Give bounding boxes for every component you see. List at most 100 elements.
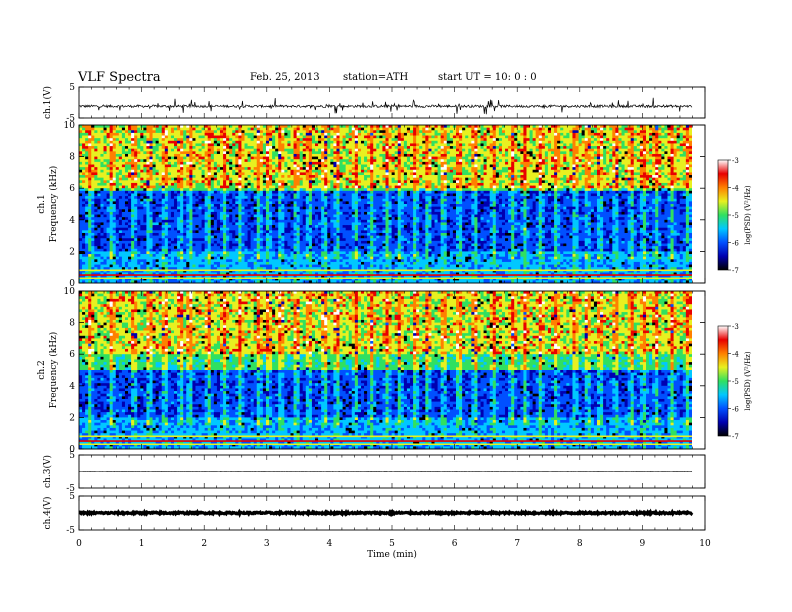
psd-cell [294, 257, 297, 260]
psd-cell [321, 167, 324, 170]
psd-cell [327, 183, 330, 186]
psd-cell [146, 133, 149, 136]
psd-cell [156, 212, 159, 215]
psd-cell [165, 188, 168, 191]
psd-cell [318, 212, 321, 215]
psd-cell [195, 172, 198, 175]
psd-cell [297, 196, 300, 199]
psd-cell [297, 154, 300, 157]
psd-cell [171, 199, 174, 202]
psd-cell [272, 251, 275, 254]
psd-cell [251, 162, 254, 165]
psd-cell [229, 217, 232, 220]
psd-cell [110, 170, 113, 173]
psd-cell [257, 249, 260, 252]
psd-cell [315, 138, 318, 141]
psd-cell [189, 149, 192, 152]
psd-cell [318, 138, 321, 141]
psd-cell [100, 136, 103, 139]
psd-cell [235, 186, 238, 189]
psd-cell [113, 241, 116, 244]
psd-cell [327, 244, 330, 247]
psd-cell [232, 172, 235, 175]
psd-cell [290, 128, 293, 131]
psd-cell [177, 136, 180, 139]
psd-cell [297, 172, 300, 175]
psd-cell [272, 262, 275, 265]
psd-cell [177, 225, 180, 228]
psd-cell [153, 191, 156, 194]
psd-cell [88, 207, 91, 210]
psd-cell [235, 188, 238, 191]
psd-cell [79, 246, 82, 249]
psd-cell [324, 201, 327, 204]
psd-cell [199, 220, 202, 223]
psd-cell [263, 128, 266, 131]
psd-cell [226, 188, 229, 191]
psd-cell [208, 254, 211, 257]
psd-cell [266, 201, 269, 204]
psd-cell [183, 254, 186, 257]
psd-cell [119, 165, 122, 168]
psd-cell [251, 159, 254, 162]
psd-cell [195, 125, 198, 128]
psd-cell [82, 220, 85, 223]
psd-cell [107, 165, 110, 168]
psd-cell [208, 125, 211, 128]
psd-cell [113, 162, 116, 165]
psd-cell [131, 246, 134, 249]
psd-cell [116, 138, 119, 141]
psd-cell [229, 199, 232, 202]
psd-cell [168, 172, 171, 175]
psd-cell [122, 162, 125, 165]
psd-cell [85, 151, 88, 154]
psd-cell [315, 230, 318, 233]
psd-cell [107, 133, 110, 136]
psd-cell [131, 143, 134, 146]
psd-cell [91, 207, 94, 210]
psd-cell [290, 199, 293, 202]
psd-cell [140, 154, 143, 157]
psd-cell [269, 151, 272, 154]
psd-cell [278, 230, 281, 233]
psd-cell [156, 257, 159, 260]
psd-cell [177, 178, 180, 181]
psd-cell [82, 196, 85, 199]
psd-cell [192, 130, 195, 133]
psd-cell [153, 162, 156, 165]
psd-cell [284, 136, 287, 139]
psd-cell [211, 128, 214, 131]
psd-cell [229, 207, 232, 210]
psd-cell [211, 157, 214, 160]
psd-cell [189, 191, 192, 194]
psd-cell [321, 209, 324, 212]
psd-cell [251, 193, 254, 196]
psd-cell [235, 246, 238, 249]
psd-cell [327, 170, 330, 173]
psd-cell [159, 167, 162, 170]
psd-cell [251, 259, 254, 262]
psd-cell [257, 141, 260, 144]
psd-cell [192, 225, 195, 228]
psd-cell [131, 196, 134, 199]
psd-cell [186, 188, 189, 191]
psd-cell [217, 128, 220, 131]
psd-cell [113, 254, 116, 257]
psd-cell [266, 159, 269, 162]
psd-cell [312, 157, 315, 160]
psd-cell [113, 262, 116, 265]
psd-cell [223, 222, 226, 225]
psd-cell [241, 209, 244, 212]
psd-cell [110, 172, 113, 175]
psd-cell [211, 241, 214, 244]
psd-cell [321, 251, 324, 254]
psd-cell [248, 215, 251, 218]
psd-cell [85, 201, 88, 204]
psd-cell [251, 191, 254, 194]
psd-cell [245, 143, 248, 146]
psd-cell [309, 230, 312, 233]
psd-cell [281, 233, 284, 236]
psd-cell [107, 154, 110, 157]
psd-cell [146, 259, 149, 262]
psd-cell [324, 225, 327, 228]
